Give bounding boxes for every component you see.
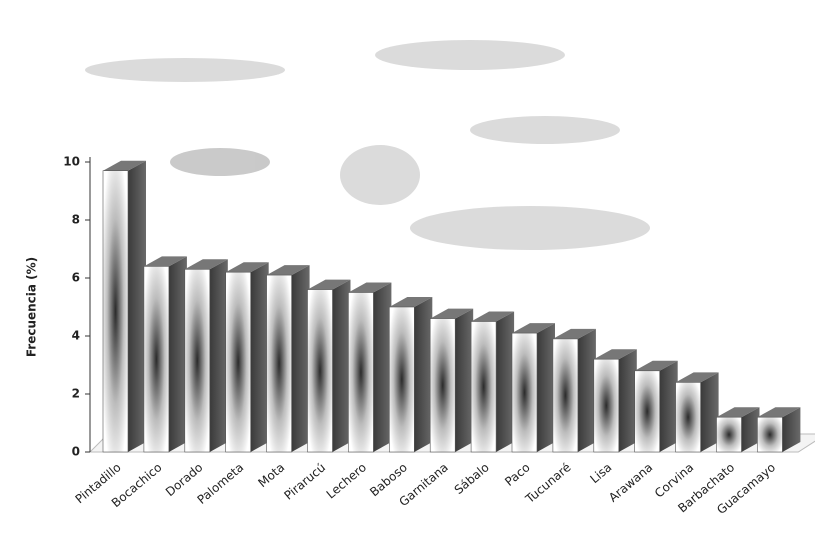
x-tick-label: Lechero (324, 460, 369, 501)
bar-top (143, 256, 187, 267)
bar-side (250, 262, 269, 452)
bar (102, 170, 129, 453)
bar-top (471, 311, 515, 322)
bar-side (782, 407, 801, 452)
bar-top (716, 407, 760, 418)
bar (266, 274, 292, 453)
fish-shape (470, 116, 620, 144)
bar (348, 292, 374, 453)
bar-side (291, 265, 310, 452)
fish-illustrations (85, 40, 650, 250)
x-tick-label: Tucunaré (522, 460, 573, 506)
x-tick-label: Lisa (587, 460, 614, 486)
y-tick-label: 6 (72, 271, 80, 285)
bar-side (168, 256, 187, 452)
y-tick-label: 10 (63, 155, 80, 169)
bar (552, 338, 579, 453)
x-tick-label: Sábalo (452, 460, 492, 497)
bar-side (659, 360, 678, 452)
bar-side (209, 259, 228, 452)
bar-side (496, 311, 515, 452)
bar (307, 289, 333, 453)
bar-side (577, 328, 596, 452)
bar-top (512, 323, 555, 334)
fish-shape (170, 148, 270, 176)
bar-top (757, 407, 801, 418)
bar-top (348, 282, 392, 293)
bar (225, 271, 251, 453)
bar-top (634, 360, 678, 371)
bar-top (552, 328, 596, 339)
x-tick-label: Pirarucú (281, 460, 328, 502)
bar-side (618, 349, 637, 452)
bar (143, 266, 170, 453)
bar-top (307, 279, 351, 290)
bar-top (184, 259, 228, 270)
bar-side (414, 297, 433, 452)
y-tick-label: 4 (72, 329, 80, 343)
bar-top (430, 308, 474, 319)
bar-top (266, 265, 310, 276)
bar-side (741, 407, 760, 452)
bar (470, 321, 497, 453)
fish-shape (375, 40, 565, 70)
x-tick-label: Paco (502, 460, 532, 489)
bar (593, 358, 620, 453)
bar (388, 306, 415, 453)
bar-top (389, 297, 433, 307)
bar-side (537, 323, 555, 452)
bar (511, 332, 538, 453)
bar (675, 382, 701, 453)
bar-top (103, 160, 146, 171)
y-tick-label: 0 (72, 445, 80, 459)
y-axis-label: Frecuencia (%) (25, 257, 39, 357)
bar (757, 416, 783, 453)
x-tick-label: Arawana (606, 460, 655, 505)
fish-shape (85, 58, 285, 82)
bar-top (225, 262, 269, 273)
bar (184, 268, 211, 453)
bar-top (675, 372, 719, 383)
y-tick-label: 2 (72, 387, 80, 401)
bar-side (700, 372, 719, 452)
y-tick-label: 8 (72, 213, 80, 227)
x-tick-label: Mota (255, 460, 287, 490)
bar-side (332, 279, 351, 452)
fish-shape (410, 206, 650, 250)
bar-top (593, 349, 637, 360)
bar (429, 318, 456, 453)
bar-side (455, 308, 474, 452)
bar-side (128, 160, 146, 452)
bar-side (373, 282, 392, 452)
fish-shape (340, 145, 420, 205)
bar (634, 370, 661, 453)
bar (716, 416, 742, 453)
